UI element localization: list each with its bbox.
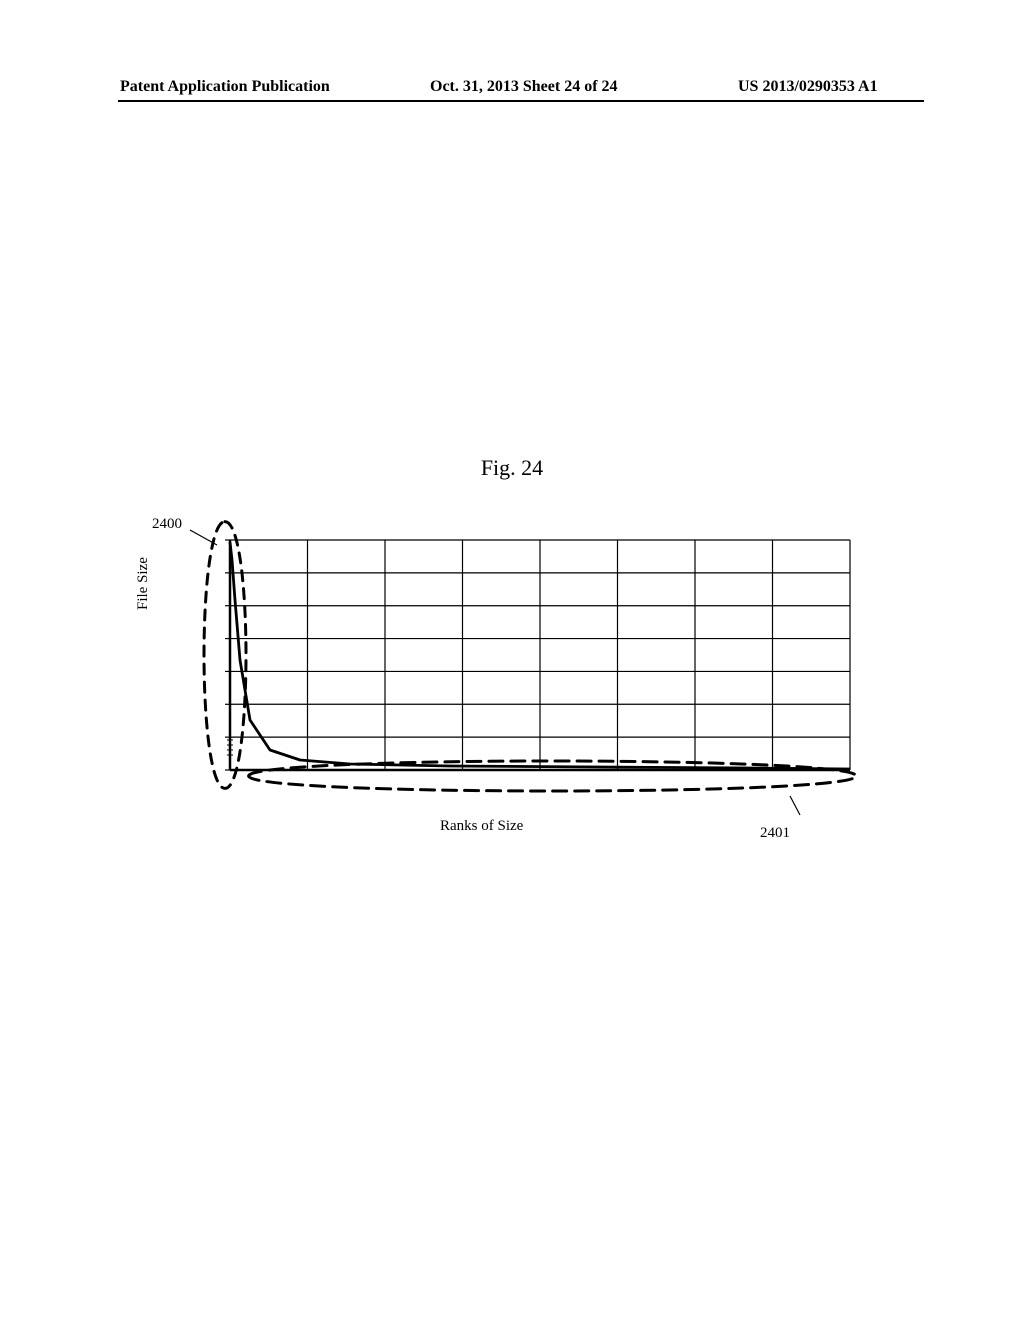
figure-caption: Fig. 24: [0, 455, 1024, 481]
callout-label-2401: 2401: [760, 825, 790, 842]
header-publication: Patent Application Publication: [120, 78, 330, 96]
header-divider: [118, 100, 924, 102]
header-date-sheet: Oct. 31, 2013 Sheet 24 of 24: [430, 78, 618, 96]
chart-area: [150, 520, 870, 860]
page-header: Patent Application Publication Oct. 31, …: [0, 78, 1024, 108]
chart-grid: [230, 540, 850, 770]
y-axis-title: File Size: [135, 557, 152, 610]
callout-leader-2401: [790, 796, 800, 815]
chart-svg: [150, 520, 870, 860]
header-patent-number: US 2013/0290353 A1: [738, 78, 878, 96]
callout-leader-2400: [190, 530, 217, 545]
x-axis-title: Ranks of Size: [440, 818, 523, 835]
